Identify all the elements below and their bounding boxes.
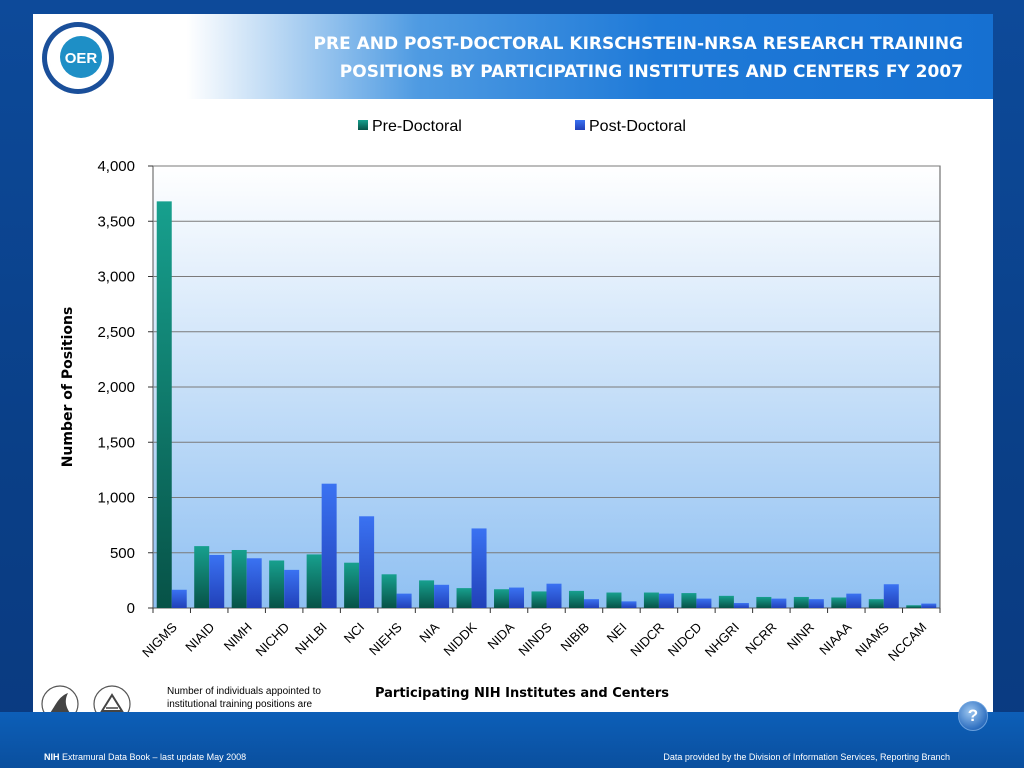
oer-logo-text: OER [65, 50, 98, 67]
bar-post-doctoral-nhlbi [321, 483, 337, 608]
y-tick-label: 4,000 [97, 158, 135, 175]
bar-pre-doctoral-nidcd [681, 593, 697, 608]
bar-pre-doctoral-niddk [456, 588, 472, 608]
y-tick-label: 500 [110, 545, 135, 562]
y-tick-label: 2,500 [97, 324, 135, 341]
y-tick-label: 0 [127, 600, 135, 617]
x-tick-label: NIMH [221, 620, 255, 654]
bar-post-doctoral-nida [509, 587, 525, 608]
bar-pre-doctoral-nichd [269, 560, 285, 608]
x-tick-label: NIDCR [627, 620, 667, 660]
bar-pre-doctoral-nci [344, 562, 360, 608]
plot-area: 0 500 1,000 1,500 2,000 2,500 3,000 3,500 4,000 N… [60, 158, 941, 701]
bar-pre-doctoral-nigms [156, 201, 172, 609]
bar-post-doctoral-niaid [209, 554, 225, 608]
bar-pre-doctoral-nhlbi [306, 554, 322, 608]
legend-swatch-post-doctoral [575, 120, 585, 130]
bar-post-doctoral-niams [883, 584, 899, 608]
y-tick-label: 3,500 [97, 213, 135, 230]
x-tick-label: NIA [416, 619, 442, 645]
x-tick-label: NIAAA [816, 619, 854, 657]
bar-pre-doctoral-nidcr [643, 592, 659, 608]
bar-post-doctoral-niehs [396, 593, 412, 608]
x-tick-label: NIDCD [665, 620, 705, 660]
x-tick-label: NIDA [485, 619, 518, 652]
x-tick-label: NINR [784, 620, 817, 653]
bar-post-doctoral-nia [434, 584, 450, 608]
x-tick-label: NINDS [515, 619, 554, 658]
bar-pre-doctoral-nccam [906, 605, 922, 608]
bar-pre-doctoral-nei [606, 592, 622, 608]
bar-pre-doctoral-niams [868, 599, 884, 608]
footer-left: NIH Extramural Data Book – last update M… [44, 752, 246, 762]
bar-pre-doctoral-ninds [531, 591, 547, 608]
x-tick-label: NIBIB [557, 620, 592, 655]
bar-post-doctoral-nci [359, 516, 375, 608]
bar-post-doctoral-nei [621, 601, 637, 608]
page-title: PRE AND POST-DOCTORAL KIRSCHSTEIN-NRSA R… [263, 30, 963, 86]
bar-post-doctoral-ninds [546, 583, 562, 608]
bar-pre-doctoral-niaaa [831, 597, 847, 608]
chart-legend: Pre-Doctoral Post-Doctoral [358, 118, 686, 135]
footer-right-text: Data provided by the Division of Informa… [663, 752, 950, 762]
bar-pre-doctoral-niaid [194, 546, 210, 608]
x-tick-label: NCRR [742, 620, 779, 657]
x-tick-label: NCCAM [885, 620, 929, 664]
footer-left-text: Extramural Data Book – last update May 2… [62, 752, 247, 762]
y-tick-label: 3,000 [97, 269, 135, 286]
footer-brand: NIH [44, 752, 60, 762]
bar-pre-doctoral-niehs [381, 574, 397, 608]
y-axis-title: Number of Positions [60, 307, 76, 468]
bar-pre-doctoral-nia [419, 580, 435, 608]
bar-post-doctoral-nhgri [733, 603, 749, 608]
bar-pre-doctoral-nibib [568, 590, 584, 608]
bar-pre-doctoral-nimh [231, 549, 247, 608]
x-tick-label: NIGMS [139, 619, 180, 660]
title-line-1: PRE AND POST-DOCTORAL KIRSCHSTEIN-NRSA R… [313, 34, 963, 54]
bar-pre-doctoral-nhgri [718, 595, 734, 608]
x-tick-label: NHLBI [292, 620, 330, 658]
oer-logo-icon: OER [42, 22, 114, 94]
bar-post-doctoral-nccam [921, 603, 937, 608]
x-tick-label: NIDDK [440, 619, 479, 658]
bar-post-doctoral-nidcd [696, 598, 712, 608]
x-tick-label: NEI [604, 620, 630, 646]
y-tick-label: 2,000 [97, 379, 135, 396]
bar-post-doctoral-niaaa [846, 593, 862, 608]
legend-label-pre-doctoral: Pre-Doctoral [372, 118, 462, 135]
bar-post-doctoral-nimh [246, 558, 262, 608]
header-bar: OER PRE AND POST-DOCTORAL KIRSCHSTEIN-NR… [33, 14, 993, 99]
bar-post-doctoral-nigms [171, 589, 187, 608]
y-tick-label: 1,000 [97, 490, 135, 507]
y-tick-label: 1,500 [97, 434, 135, 451]
bar-post-doctoral-nichd [284, 569, 300, 608]
x-tick-label: NIAID [182, 620, 217, 655]
legend-label-post-doctoral: Post-Doctoral [589, 118, 686, 135]
bar-post-doctoral-ncrr [771, 598, 787, 608]
bar-pre-doctoral-ncrr [756, 596, 772, 608]
x-axis-title: Participating NIH Institutes and Centers [375, 686, 669, 701]
x-tick-label: NICHD [253, 620, 293, 660]
title-line-2: POSITIONS BY PARTICIPATING INSTITUTES AN… [339, 62, 963, 82]
bar-pre-doctoral-nida [494, 589, 510, 608]
bar-post-doctoral-niddk [471, 528, 487, 608]
x-tick-label: NIEHS [366, 619, 405, 658]
footer-bar [0, 712, 1024, 768]
bar-post-doctoral-nibib [583, 599, 599, 608]
bar-pre-doctoral-ninr [793, 596, 809, 608]
x-tick-label: NHGRI [702, 620, 742, 660]
help-icon[interactable]: ? [958, 701, 988, 731]
bar-post-doctoral-nidcr [658, 593, 674, 608]
bar-post-doctoral-ninr [808, 599, 824, 608]
x-tick-label: NCI [341, 620, 367, 646]
legend-swatch-pre-doctoral [358, 120, 368, 130]
